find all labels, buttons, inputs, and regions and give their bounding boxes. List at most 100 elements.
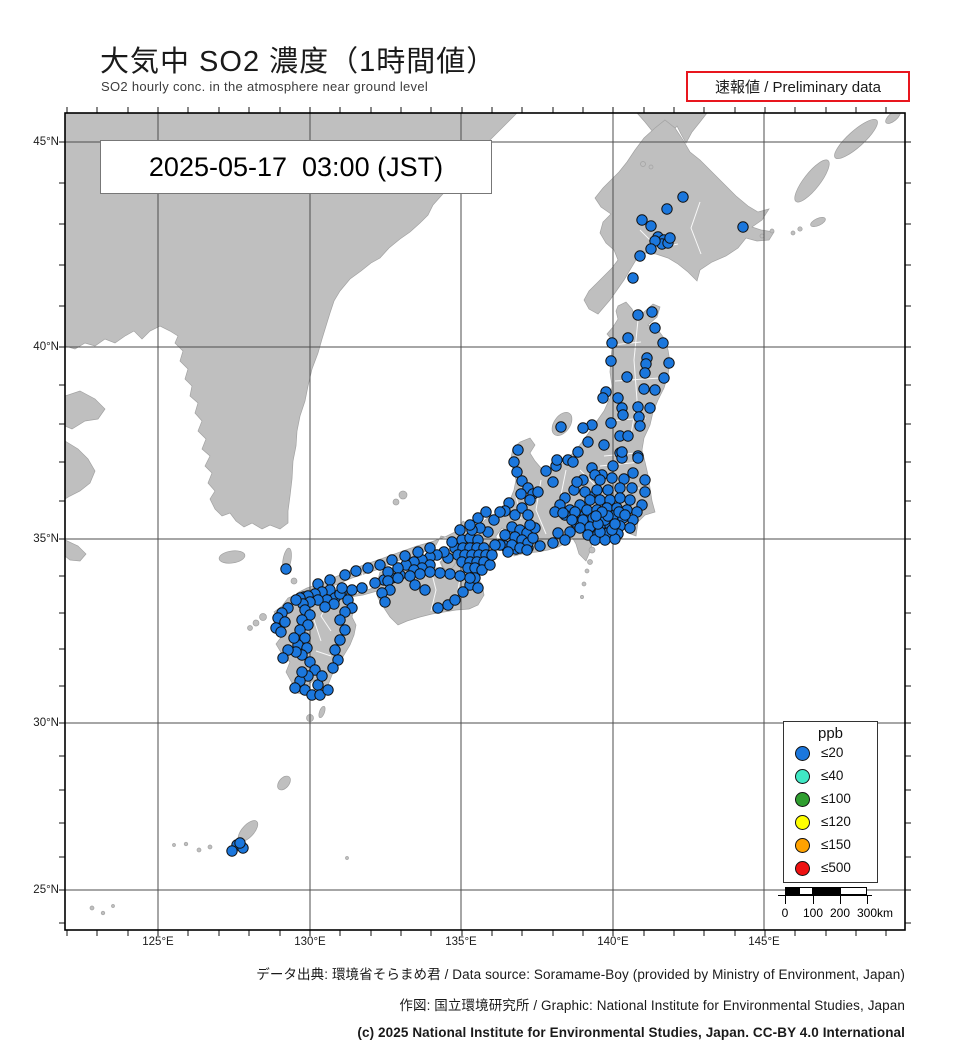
station-dot <box>424 566 436 578</box>
shikotan-island <box>810 217 826 227</box>
station-dot <box>644 402 656 414</box>
station-dot <box>557 507 569 519</box>
station-dot <box>606 472 618 484</box>
station-dot <box>577 422 589 434</box>
station-dot <box>334 634 346 646</box>
jeju-island <box>218 550 246 564</box>
amami-island <box>277 775 291 791</box>
china-coast-landmass <box>65 539 87 562</box>
scale-bar-label: 300 <box>856 906 878 920</box>
station-dot <box>414 568 426 580</box>
station-dot <box>663 357 675 369</box>
station-dot <box>419 584 431 596</box>
longitude-label: 135°E <box>445 936 477 948</box>
station-dot <box>454 524 466 536</box>
station-dot <box>472 512 484 524</box>
legend-item-label: ≤40 <box>821 768 844 783</box>
station-dot <box>606 337 618 349</box>
station-dot <box>316 670 328 682</box>
station-dot <box>622 332 634 344</box>
station-dot <box>617 409 629 421</box>
station-dot <box>486 549 498 561</box>
axis-ticks <box>59 107 911 936</box>
longitude-label: 125°E <box>142 936 174 948</box>
station-dot <box>627 467 639 479</box>
station-dot <box>677 191 689 203</box>
scale-bar-segment <box>785 887 799 895</box>
station-dot <box>649 384 661 396</box>
station-dot <box>499 529 511 541</box>
station-dot <box>634 250 646 262</box>
scale-bar-segment <box>813 887 840 895</box>
station-dot <box>488 514 500 526</box>
station-dot <box>409 579 421 591</box>
station-dot <box>424 542 436 554</box>
station-dot <box>737 221 749 233</box>
habomai-islet <box>759 233 765 239</box>
station-dot <box>540 465 552 477</box>
scale-bar-tick <box>867 895 868 904</box>
izu-islet <box>580 595 584 599</box>
station-dot <box>280 563 292 575</box>
station-dot <box>332 654 344 666</box>
station-dot <box>282 644 294 656</box>
station-dot <box>607 460 619 472</box>
station-dot <box>289 682 301 694</box>
station-dot <box>336 582 348 594</box>
station-dot <box>432 602 444 614</box>
station-dot <box>472 582 484 594</box>
scale-bar-label: 100 <box>802 906 824 920</box>
legend-color-dot <box>795 792 810 807</box>
station-dot <box>476 564 488 576</box>
habomai-islet <box>797 226 803 232</box>
station-dot <box>304 656 316 668</box>
miyako-islet <box>196 847 202 853</box>
legend-color-dot <box>795 815 810 830</box>
station-dot <box>621 371 633 383</box>
legend-item: ≤150 <box>784 834 877 857</box>
station-dot <box>327 662 339 674</box>
small-islet <box>100 910 106 916</box>
legend-item-label: ≤100 <box>821 791 851 806</box>
longitude-label: 140°E <box>597 936 629 948</box>
station-dot <box>412 546 424 558</box>
station-dot <box>464 572 476 584</box>
station-dot <box>324 574 336 586</box>
station-dot <box>339 606 351 618</box>
kunashiri-island <box>794 159 830 203</box>
rishiri-island <box>640 161 646 167</box>
latitude-label: 45°N <box>33 136 59 148</box>
legend-title: ppb <box>817 725 844 742</box>
china-coast-landmass <box>65 390 106 430</box>
station-dot <box>594 474 606 486</box>
station-dot <box>226 845 238 857</box>
longitude-label: 145°E <box>748 936 780 948</box>
station-dot <box>386 554 398 566</box>
station-dot <box>302 619 314 631</box>
legend-color-dot <box>795 861 810 876</box>
station-dot <box>339 569 351 581</box>
yaeyama-islet <box>172 843 176 847</box>
station-dot <box>277 652 289 664</box>
station-dot <box>399 550 411 562</box>
station-dot <box>509 509 521 521</box>
station-dot <box>279 616 291 628</box>
legend-item-label: ≤150 <box>821 837 851 852</box>
station-dot <box>605 417 617 429</box>
longitude-label: 130°E <box>294 936 326 948</box>
station-dot <box>551 454 563 466</box>
station-dot <box>664 232 676 244</box>
latitude-label: 35°N <box>33 533 59 545</box>
station-dot <box>566 514 578 526</box>
station-dot <box>356 582 368 594</box>
station-dot <box>632 401 644 413</box>
station-dot <box>555 421 567 433</box>
station-dot <box>294 624 306 636</box>
scale-bar-segment <box>799 887 813 895</box>
footer-credits: データ出典: 環境省そらまめ君 / Data source: Soramame-… <box>65 963 905 1051</box>
station-dot <box>515 488 527 500</box>
station-dot <box>646 306 658 318</box>
station-dot <box>571 476 583 488</box>
tanegashima-island <box>318 705 326 719</box>
